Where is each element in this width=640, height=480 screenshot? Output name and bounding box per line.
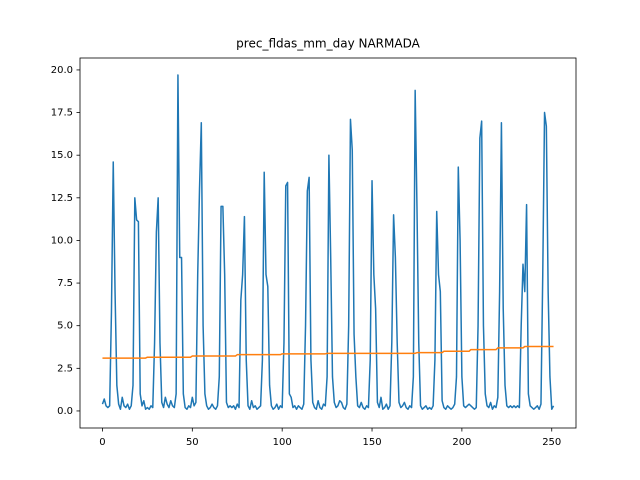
x-tick-label: 100 <box>273 437 292 448</box>
chart-title: prec_fldas_mm_day NARMADA <box>236 37 420 51</box>
y-tick-label: 17.5 <box>51 108 73 119</box>
y-tick-label: 10.0 <box>51 235 73 246</box>
y-tick-label: 12.5 <box>51 193 73 204</box>
y-tick-label: 5.0 <box>57 321 73 332</box>
x-tick-label: 250 <box>542 437 561 448</box>
x-tick-label: 0 <box>99 437 105 448</box>
data-line <box>102 345 554 359</box>
axes-frame <box>79 57 577 429</box>
y-tick-label: 20.0 <box>51 65 73 76</box>
y-tick-label: 2.5 <box>57 363 73 374</box>
data-line <box>101 74 555 410</box>
y-tick-label: 15.0 <box>51 150 73 161</box>
x-tick-label: 150 <box>362 437 381 448</box>
y-tick-label: 7.5 <box>57 278 73 289</box>
y-tick-label: 0.0 <box>57 406 73 417</box>
x-tick-label: 50 <box>186 437 199 448</box>
x-tick-label: 200 <box>452 437 471 448</box>
